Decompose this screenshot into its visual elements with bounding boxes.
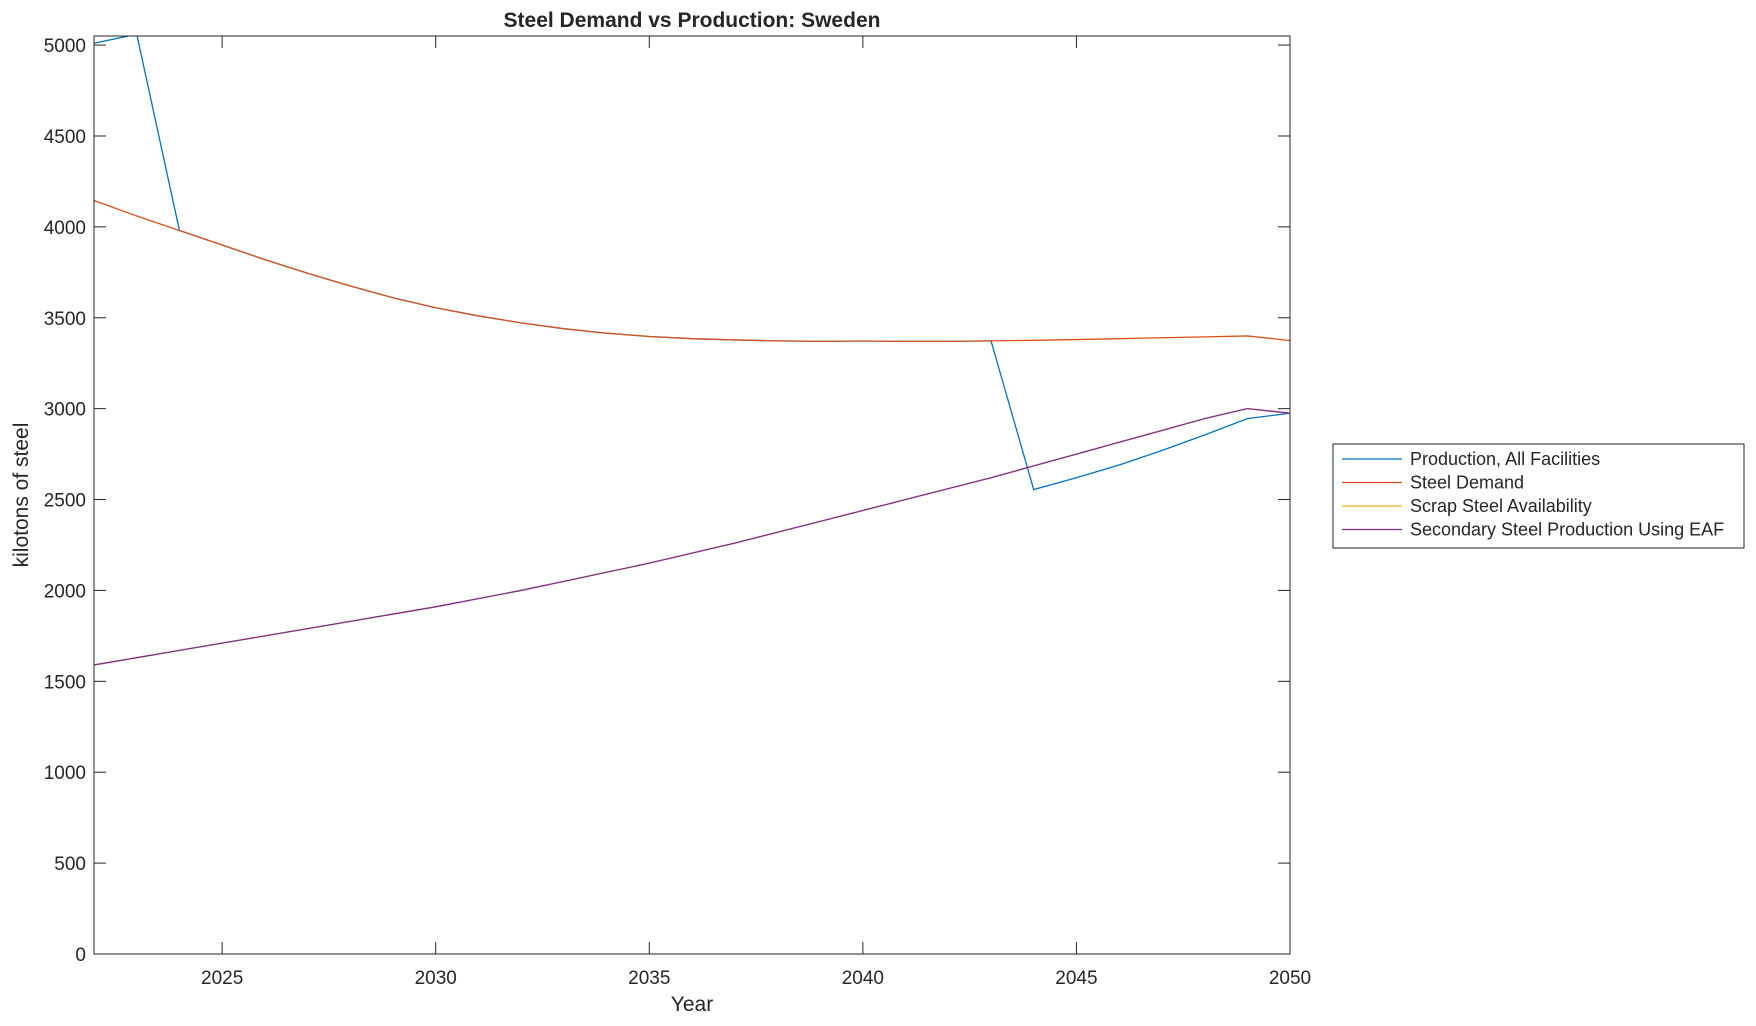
legend-label: Steel Demand: [1410, 473, 1524, 493]
y-tick-label: 0: [75, 945, 86, 966]
x-tick-label: 2035: [628, 968, 670, 989]
x-tick-label: 2030: [415, 968, 457, 989]
y-tick-label: 2000: [44, 581, 86, 602]
legend-box: [1332, 443, 1745, 549]
x-axis-label: Year: [671, 993, 713, 1016]
legend-items: Production, All Facilities Steel Demand Sc…: [1342, 449, 1724, 540]
y-tick-label: 3000: [44, 400, 86, 421]
legend-label: Scrap Steel Availability: [1410, 496, 1592, 516]
x-tick-label: 2050: [1269, 968, 1311, 989]
y-tick-label: 5000: [44, 36, 86, 57]
y-tick-label: 4000: [44, 218, 86, 239]
series-line-1: [94, 199, 1290, 343]
plot-area: [94, 36, 1290, 954]
y-tick-label: 1000: [44, 763, 86, 784]
chart-title: Steel Demand vs Production: Sweden: [504, 9, 881, 32]
legend-label: Secondary Steel Production Using EAF: [1410, 520, 1724, 540]
y-tick-label: 1500: [44, 672, 86, 693]
x-tick-label: 2025: [201, 968, 243, 989]
x-tick-label: 2040: [842, 968, 884, 989]
legend: Production, All Facilities Steel Demand Sc…: [1332, 443, 1745, 549]
axes-box: [93, 35, 1291, 955]
y-tick-label: 4500: [44, 127, 86, 148]
y-tick-label: 3500: [44, 309, 86, 330]
series-layer: [94, 36, 1290, 666]
series-line-3: [94, 407, 1290, 666]
ticks-layer: 2025 2030 2035 2040 2045 2050 0 500 1000 1500 2000…: [44, 36, 1311, 989]
y-tick-label: 2500: [44, 491, 86, 512]
x-tick-label: 2045: [1055, 968, 1097, 989]
legend-label: Production, All Facilities: [1410, 449, 1600, 469]
y-tick-label: 500: [54, 854, 86, 875]
y-axis-label: kilotons of steel: [10, 423, 33, 568]
